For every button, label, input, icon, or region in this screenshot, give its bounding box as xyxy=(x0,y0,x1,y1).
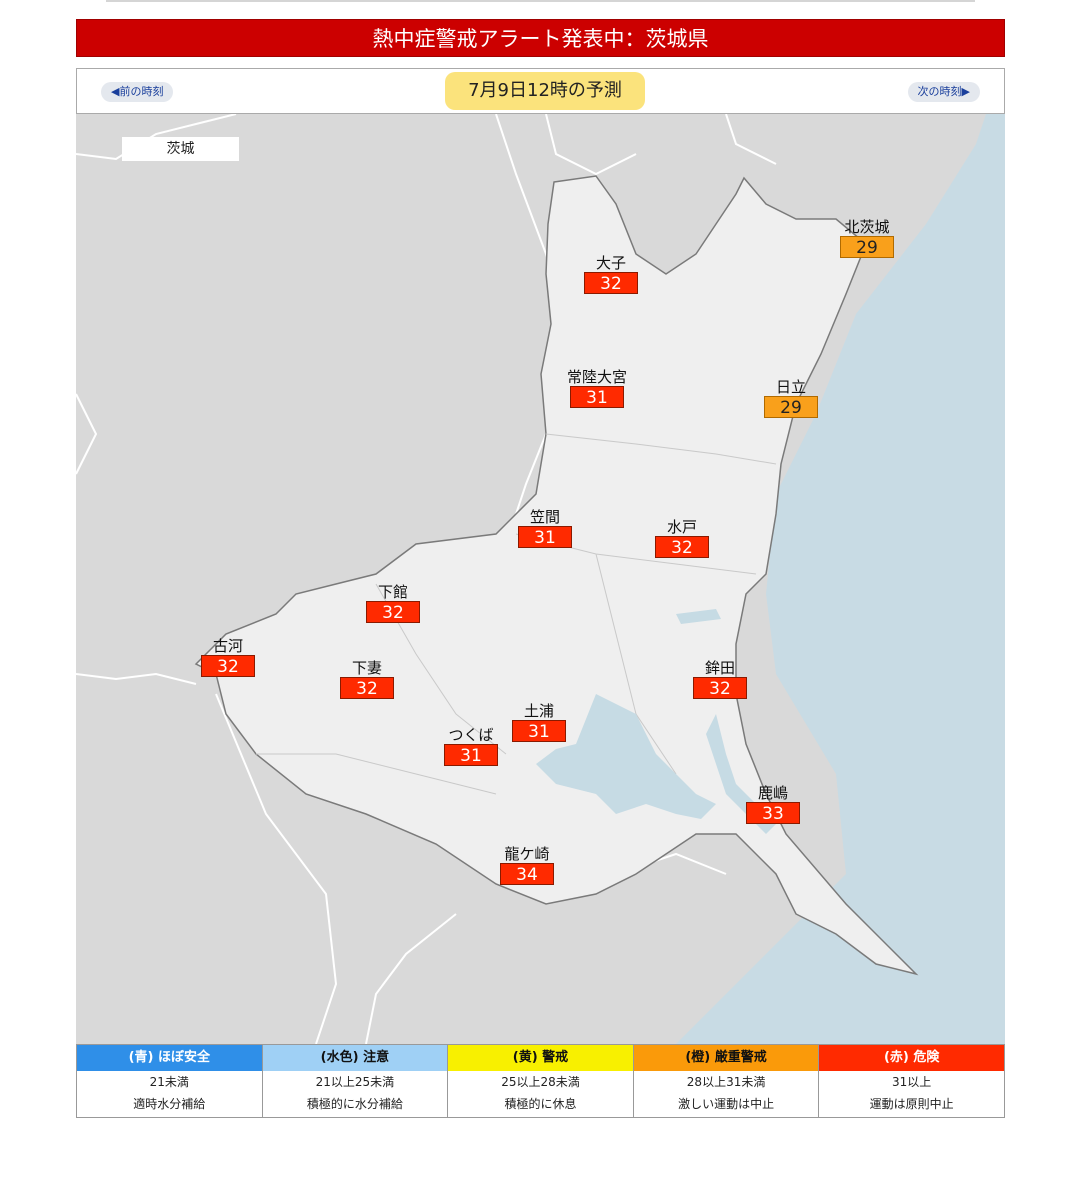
legend-advice: 積極的に水分補給 xyxy=(306,1097,403,1111)
station-marker[interactable]: 水戸 32 xyxy=(642,518,722,558)
station-value: 31 xyxy=(512,720,566,742)
station-value: 32 xyxy=(584,272,638,294)
station-marker[interactable]: 下妻 32 xyxy=(327,659,407,699)
station-marker[interactable]: 日立 29 xyxy=(751,378,831,418)
station-name: 下妻 xyxy=(351,659,382,677)
station-name: 北茨城 xyxy=(844,218,890,236)
legend-cell: (赤) 危険 31以上運動は原則中止 xyxy=(819,1045,1004,1117)
station-value: 31 xyxy=(570,386,624,408)
station-marker[interactable]: 笠間 31 xyxy=(505,508,585,548)
station-value: 34 xyxy=(500,863,554,885)
kitaura-lake xyxy=(706,714,776,834)
alert-title: 熱中症警戒アラート発表中：茨城県 xyxy=(372,27,709,51)
station-marker[interactable]: 鹿嶋 33 xyxy=(733,784,813,824)
legend-level-label: (橙) 厳重警戒 xyxy=(633,1045,819,1071)
legend-cell: (青) ほぼ安全 21未満適時水分補給 xyxy=(77,1045,263,1117)
station-value: 32 xyxy=(655,536,709,558)
legend-range: 31以上 xyxy=(892,1075,932,1089)
station-marker[interactable]: 古河 32 xyxy=(188,637,268,677)
time-nav-bar: ◀前の時刻 7月9日12時の予測 次の時刻▶ xyxy=(76,68,1005,114)
legend-range: 21以上25未満 xyxy=(315,1075,395,1089)
station-name: 常陸大宮 xyxy=(566,368,627,386)
heat-index-map: 茨城 北茨城 29 大子 32 常陸大宮 31 日立 29 笠間 31 水戸 32 下館 32 古河 32 下妻… xyxy=(76,114,1005,1044)
station-value: 32 xyxy=(201,655,255,677)
station-name: 水戸 xyxy=(666,518,697,536)
station-name: 大子 xyxy=(595,254,626,272)
legend-cell: (水色) 注意 21以上25未満 積極的に水分補給 xyxy=(262,1045,449,1117)
legend-range: 21未満 xyxy=(149,1075,189,1089)
legend-cell: (黄) 警戒 25以上28未満 積極的に休息 xyxy=(448,1045,634,1117)
alert-banner: 熱中症警戒アラート発表中：茨城県 xyxy=(76,19,1005,57)
station-marker[interactable]: 大子 32 xyxy=(571,254,651,294)
station-name: 下館 xyxy=(377,583,408,601)
station-name: 鉾田 xyxy=(704,659,735,677)
station-marker[interactable]: 常陸大宮 31 xyxy=(557,368,637,408)
station-name: 日立 xyxy=(775,378,806,396)
station-marker[interactable]: 下館 32 xyxy=(353,583,433,623)
legend: (青) ほぼ安全 21未満適時水分補給 (水色) 注意 21以上25未満 積極的に水分補… xyxy=(76,1044,1005,1118)
station-value: 33 xyxy=(746,802,800,824)
prev-time-button[interactable]: ◀前の時刻 xyxy=(101,82,174,102)
legend-advice: 運動は原則中止 xyxy=(869,1097,954,1111)
station-name: 古河 xyxy=(212,637,243,655)
next-time-button[interactable]: 次の時刻▶ xyxy=(907,82,980,102)
top-rule xyxy=(106,0,975,2)
senba-lake xyxy=(676,609,721,624)
ibaraki-land xyxy=(194,175,919,976)
legend-level-label: (青) ほぼ安全 xyxy=(77,1045,262,1071)
prefecture-tag: 茨城 xyxy=(122,137,239,161)
legend-cell: (橙) 厳重警戒 28以上31未満 激しい運動は中止 xyxy=(633,1045,820,1117)
map-base xyxy=(76,114,1005,1044)
legend-advice: 積極的に休息 xyxy=(504,1097,577,1111)
station-marker[interactable]: つくば 31 xyxy=(431,726,511,766)
station-value: 32 xyxy=(693,677,747,699)
station-value: 32 xyxy=(340,677,394,699)
legend-advice: 激しい運動は中止 xyxy=(678,1097,775,1111)
legend-range: 28以上31未満 xyxy=(686,1075,766,1089)
station-marker[interactable]: 土浦 31 xyxy=(499,702,579,742)
legend-range: 25以上28未満 xyxy=(501,1075,580,1089)
station-name: つくば xyxy=(448,726,494,744)
legend-level-label: (黄) 警戒 xyxy=(448,1045,633,1071)
station-name: 龍ケ崎 xyxy=(504,845,550,863)
kasumigaura-lake xyxy=(536,694,716,819)
station-marker[interactable]: 北茨城 29 xyxy=(827,218,907,258)
station-name: 笠間 xyxy=(529,508,560,526)
station-marker[interactable]: 鉾田 32 xyxy=(680,659,760,699)
station-marker[interactable]: 龍ケ崎 34 xyxy=(487,845,567,885)
pacific-ocean xyxy=(676,114,1005,1044)
station-name: 鹿嶋 xyxy=(757,784,788,802)
forecast-time-label: 7月9日12時の予測 xyxy=(445,72,645,110)
legend-level-label: (水色) 注意 xyxy=(262,1045,448,1071)
legend-level-label: (赤) 危険 xyxy=(819,1045,1004,1071)
legend-advice: 適時水分補給 xyxy=(133,1097,206,1111)
station-value: 31 xyxy=(444,744,498,766)
station-value: 29 xyxy=(764,396,818,418)
station-value: 29 xyxy=(840,236,894,258)
station-value: 32 xyxy=(366,601,420,623)
station-name: 土浦 xyxy=(523,702,554,720)
station-value: 31 xyxy=(518,526,572,548)
